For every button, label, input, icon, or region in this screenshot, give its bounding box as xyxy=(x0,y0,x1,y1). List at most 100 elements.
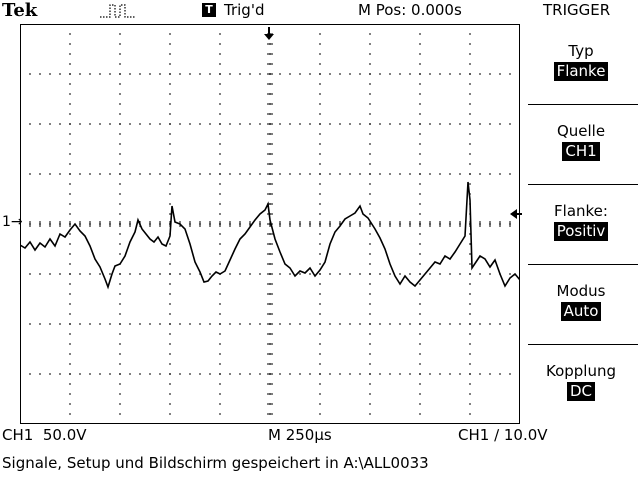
grid-dot xyxy=(469,173,471,175)
grid-dot xyxy=(419,363,421,365)
grid-dot xyxy=(119,283,121,285)
grid-dot xyxy=(149,373,151,375)
grid-dot xyxy=(169,133,171,135)
grid-dot xyxy=(219,153,221,155)
grid-dot xyxy=(119,293,121,295)
menu-item-kopplung[interactable]: Kopplung DC xyxy=(522,344,640,424)
grid-dot xyxy=(229,273,231,275)
grid-dot xyxy=(89,73,91,75)
grid-dot xyxy=(449,123,451,125)
menu-item-value: DC xyxy=(566,382,596,401)
grid-dot xyxy=(289,273,291,275)
grid-dot xyxy=(20,273,21,275)
menu-item-value: Positiv xyxy=(553,222,609,241)
menu-item-flanke[interactable]: Flanke: Positiv xyxy=(522,184,640,264)
grid-dot xyxy=(69,93,71,95)
grid-dot xyxy=(319,213,321,215)
grid-dot xyxy=(189,373,191,375)
grid-dot xyxy=(349,123,351,125)
grid-dot xyxy=(469,233,471,235)
grid-dot xyxy=(419,383,421,385)
grid-dot xyxy=(219,123,221,125)
grid-dot xyxy=(469,143,471,145)
grid-dot xyxy=(119,403,121,405)
grid-dot xyxy=(419,213,421,215)
grid-dot xyxy=(349,173,351,175)
grid-dot xyxy=(469,383,471,385)
grid-dot xyxy=(49,373,51,375)
grid-dot xyxy=(199,173,201,175)
grid-dot xyxy=(429,73,431,75)
grid-dot xyxy=(359,373,361,375)
grid-dot xyxy=(219,193,221,195)
grid-dot xyxy=(129,373,131,375)
grid-dot xyxy=(449,73,451,75)
grid-dot xyxy=(369,323,371,325)
grid-dot xyxy=(69,273,71,275)
grid-dot xyxy=(69,63,71,65)
grid-dot xyxy=(119,203,121,205)
grid-dot xyxy=(319,303,321,305)
grid-dot xyxy=(219,393,221,395)
menu-item-quelle[interactable]: Quelle CH1 xyxy=(522,104,640,184)
grid-dot xyxy=(319,343,321,345)
save-message: Signale, Setup und Bildschirm gespeicher… xyxy=(2,454,429,472)
brand-logo: Tek xyxy=(2,0,38,21)
grid-dot xyxy=(119,193,121,195)
grid-dot xyxy=(69,73,71,75)
grid-dot xyxy=(179,173,181,175)
grid-dot xyxy=(199,73,201,75)
grid-dot xyxy=(39,323,41,325)
grid-dot xyxy=(89,123,91,125)
grid-dot xyxy=(429,373,431,375)
grid-dot xyxy=(359,173,361,175)
grid-dot xyxy=(149,173,151,175)
grid-dot xyxy=(429,323,431,325)
grid-dot xyxy=(69,263,71,265)
grid-dot xyxy=(119,173,121,175)
grid-dot xyxy=(69,153,71,155)
menu-item-label: Quelle xyxy=(556,122,606,140)
grid-dot xyxy=(169,53,171,55)
grid-dot xyxy=(169,383,171,385)
grid-dot xyxy=(489,73,491,75)
grid-dot xyxy=(99,273,101,275)
grid-dot xyxy=(119,123,121,125)
grid-dot xyxy=(439,273,441,275)
grid-dot xyxy=(489,273,491,275)
grid-dot xyxy=(339,323,341,325)
grid-dot xyxy=(259,373,261,375)
horizontal-position: M Pos: 0.000s xyxy=(358,1,462,19)
grid-dot xyxy=(259,173,261,175)
grid-dot xyxy=(429,173,431,175)
grid-dot xyxy=(29,373,31,375)
menu-item-typ[interactable]: Typ Flanke xyxy=(522,24,640,104)
grid-dot xyxy=(479,373,481,375)
grid-dot xyxy=(169,103,171,105)
grid-dot xyxy=(129,323,131,325)
grid-dot xyxy=(219,313,221,315)
grid-dot xyxy=(219,283,221,285)
grid-dot xyxy=(49,323,51,325)
grid-dot xyxy=(489,323,491,325)
grid-dot xyxy=(309,323,311,325)
grid-dot xyxy=(399,323,401,325)
grid-dot xyxy=(169,33,171,35)
ch1-ground-marker: 1→ xyxy=(2,214,23,230)
grid-dot xyxy=(479,73,481,75)
grid-dot xyxy=(169,373,171,375)
grid-dot xyxy=(169,413,171,415)
grid-dot xyxy=(189,123,191,125)
menu-item-modus[interactable]: Modus Auto xyxy=(522,264,640,344)
grid-dot xyxy=(69,203,71,205)
menu-item-label: Kopplung xyxy=(545,362,616,380)
grid-dot xyxy=(69,163,71,165)
grid-dot xyxy=(189,173,191,175)
grid-dot xyxy=(319,233,321,235)
bottom-status-bar: CH1 50.0V M 250µs CH1 ∕ 10.0V xyxy=(0,426,640,446)
grid-dot xyxy=(89,173,91,175)
grid-dot xyxy=(169,303,171,305)
grid-dot xyxy=(509,373,511,375)
grid-dot xyxy=(419,323,421,325)
grid-dot xyxy=(119,233,121,235)
